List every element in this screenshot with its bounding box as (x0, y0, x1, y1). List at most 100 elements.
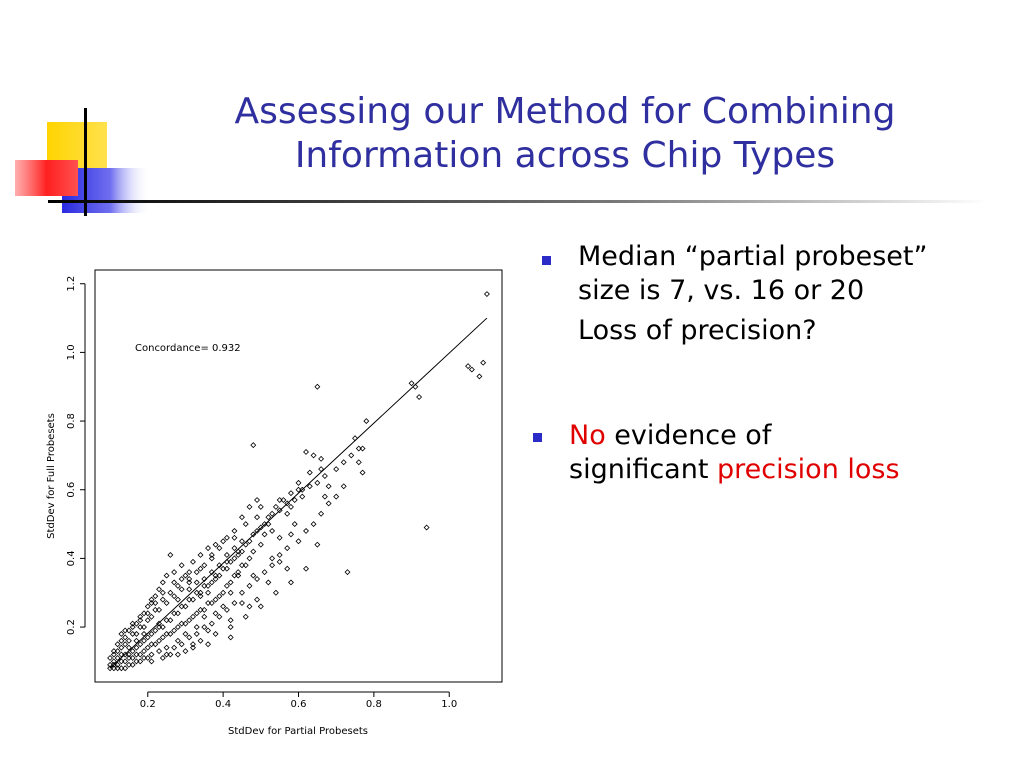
data-point (125, 661, 132, 668)
data-point (269, 527, 276, 534)
data-point (190, 558, 196, 565)
y-tick-label: 0.4 (66, 550, 77, 566)
data-point (193, 624, 200, 631)
data-point (174, 610, 181, 617)
data-point (118, 665, 125, 672)
data-point (231, 534, 238, 541)
data-point (306, 483, 313, 490)
data-point (465, 363, 472, 370)
data-point (118, 644, 125, 651)
data-point (261, 569, 268, 576)
y-tick-label: 0.6 (66, 482, 77, 498)
data-point (239, 600, 245, 606)
data-point (197, 593, 204, 600)
data-point (265, 579, 272, 586)
data-point (235, 569, 242, 576)
data-point (178, 641, 185, 648)
data-point (291, 497, 298, 503)
data-point (216, 545, 223, 552)
data-point (220, 589, 227, 596)
data-point (227, 617, 234, 624)
data-point (193, 630, 200, 637)
data-point (299, 486, 306, 493)
data-point (152, 606, 159, 613)
data-point (212, 572, 219, 579)
data-point (171, 610, 178, 617)
data-point (122, 627, 129, 634)
bullet-2-emphasis-precision-loss: precision loss (717, 454, 900, 485)
data-point (129, 648, 136, 655)
data-point (423, 524, 430, 531)
data-point (250, 442, 257, 449)
data-point (148, 651, 155, 658)
data-point (129, 655, 136, 661)
data-point (344, 569, 351, 576)
slide-decoration (15, 108, 988, 216)
data-point (174, 637, 181, 644)
data-point (208, 579, 215, 586)
data-point (314, 541, 321, 548)
x-tick-label: 0.2 (140, 699, 156, 710)
data-point (205, 641, 212, 648)
data-point (231, 545, 238, 552)
data-point (141, 624, 147, 631)
data-point (167, 617, 174, 624)
data-point (205, 600, 212, 606)
data-point (156, 606, 163, 613)
data-point (246, 503, 253, 510)
bullet-2-emphasis-no: No (569, 420, 606, 451)
data-point (314, 383, 321, 390)
data-point (178, 576, 185, 582)
data-point (125, 627, 132, 634)
data-point (287, 503, 294, 510)
data-point (141, 637, 147, 644)
data-point (303, 565, 310, 572)
data-point (114, 655, 121, 661)
data-point (254, 596, 261, 603)
data-point (205, 589, 212, 596)
data-point (223, 606, 230, 613)
data-point (359, 445, 366, 452)
data-point (318, 510, 325, 517)
data-point (216, 562, 223, 569)
data-point (122, 634, 129, 641)
data-point (144, 655, 151, 661)
data-point (287, 531, 294, 538)
data-point (114, 641, 121, 648)
data-point (186, 596, 193, 603)
data-point (148, 641, 155, 648)
data-point (163, 644, 170, 651)
bullet-2-text-2: significant (569, 454, 717, 485)
data-point (152, 593, 159, 600)
deco-vertical-line (84, 108, 87, 216)
concordance-annotation: Concordance= 0.932 (135, 343, 241, 354)
data-point (242, 541, 249, 548)
data-point (212, 541, 219, 548)
data-point (144, 610, 151, 617)
data-point (261, 531, 268, 538)
data-point (235, 572, 242, 579)
data-point (242, 562, 249, 569)
data-point (201, 576, 208, 582)
data-point (137, 658, 144, 665)
data-point (333, 493, 340, 500)
data-point (110, 651, 117, 658)
data-point (250, 531, 257, 538)
data-point (129, 661, 136, 668)
plot-frame (94, 269, 503, 683)
data-point (269, 555, 276, 562)
data-point (325, 500, 332, 507)
data-point (174, 624, 181, 631)
data-point (201, 606, 208, 613)
data-point (321, 493, 328, 500)
data-point (201, 613, 208, 620)
data-point (193, 610, 200, 617)
data-point (171, 627, 178, 634)
data-point (208, 620, 215, 627)
data-point (193, 579, 200, 586)
data-point (220, 603, 227, 610)
data-point (152, 641, 159, 648)
data-point (125, 637, 132, 644)
data-point (205, 545, 212, 552)
data-point (352, 435, 358, 442)
